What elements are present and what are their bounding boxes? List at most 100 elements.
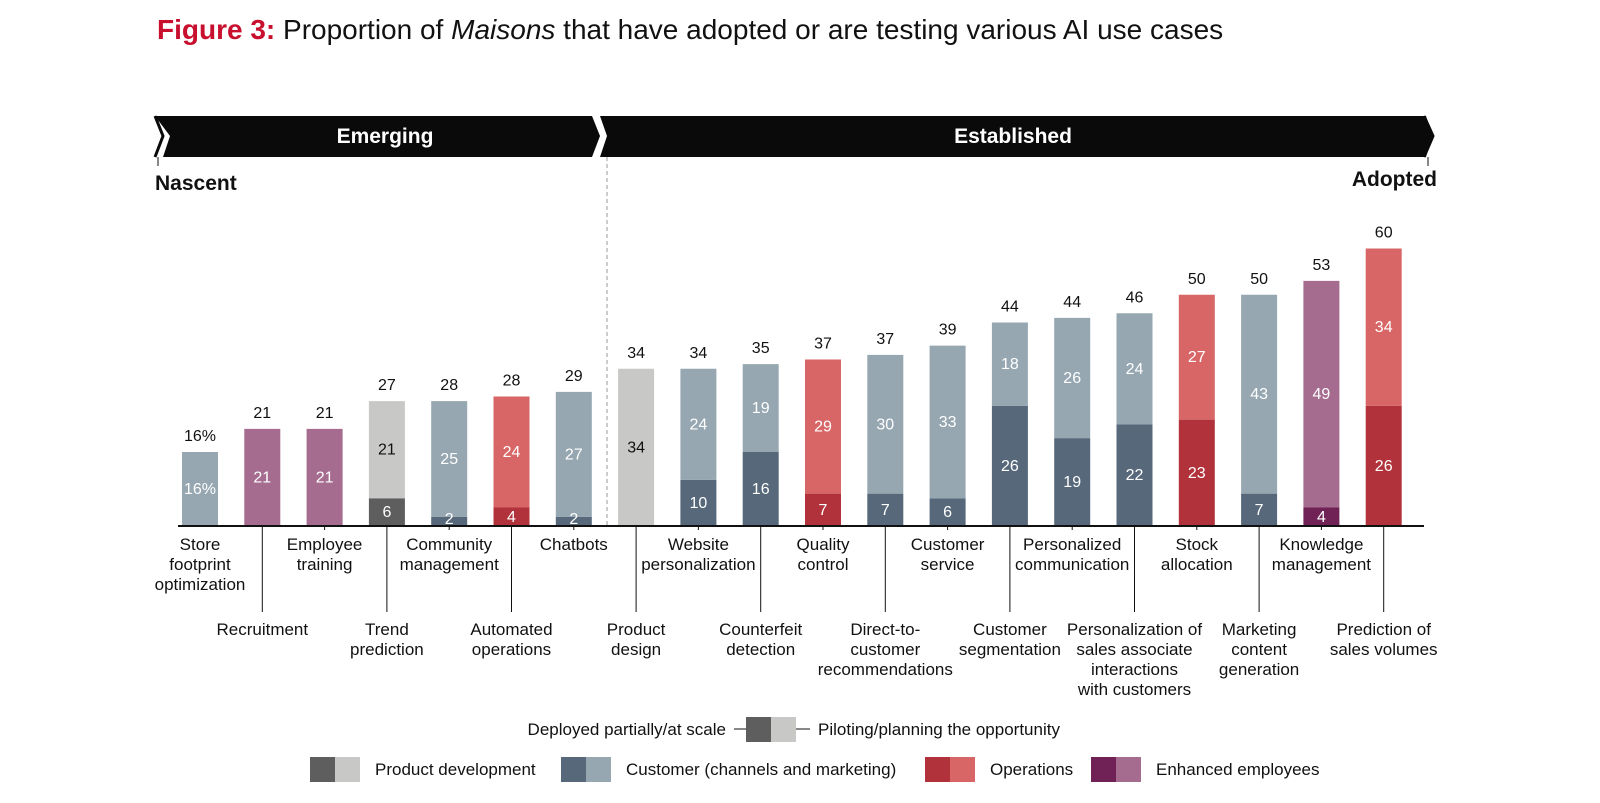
category-label: Personalization of [1067,620,1202,639]
bar-deployed-value: 7 [881,502,890,519]
bar-piloting-value: 24 [690,416,708,433]
bar-piloting [431,401,468,517]
bar-piloting-value: 27 [565,446,583,463]
category-label: Knowledge [1279,535,1363,554]
bar-piloting-value: 18 [1001,356,1019,373]
bar-total-value: 16% [184,428,216,445]
emerging-banner [155,116,600,157]
category-label: design [611,640,661,659]
bar-piloting [680,368,717,480]
bar-deployed [867,493,904,526]
category-label: Recruitment [216,620,308,639]
adopted-label: Adopted [1352,168,1437,191]
category-label: Employee [287,535,363,554]
bar-piloting [742,364,779,452]
chart-title: Figure 3: Proportion of Maisons that hav… [157,14,1223,46]
category-label: content [1231,640,1287,659]
bar-piloting-value: 33 [939,414,957,431]
bar-deployed-value: 10 [690,495,708,512]
category-label: Marketing [1222,620,1297,639]
legend-customer-light-swatch [586,757,611,782]
legend-operations-label: Operations [990,760,1073,779]
title-pre: Proportion of [283,14,452,45]
bar-total-value: 37 [814,336,832,353]
legend-employees-label: Enhanced employees [1156,760,1320,779]
legend-employees-light-swatch [1116,757,1141,782]
category-label: optimization [155,575,246,594]
category-label: allocation [1161,555,1233,574]
bar-total-value: 53 [1313,257,1331,274]
bar-piloting-value: 21 [253,469,271,486]
bar-piloting [618,368,655,526]
category-label: prediction [350,640,424,659]
bar-deployed [555,516,592,526]
bar-total-value: 21 [316,405,334,422]
legend-piloting-swatch [771,717,796,742]
bar-deployed [1054,438,1091,526]
bar-deployed [493,507,530,526]
bar-deployed [805,493,841,526]
bar-piloting-value: 25 [440,451,458,468]
bar-total-value: 50 [1188,271,1206,288]
bar-deployed [991,405,1028,526]
bar-deployed [368,498,405,526]
bar-piloting [368,401,405,499]
legend-customer-dark-swatch [561,757,586,782]
category-label: recommendations [818,660,953,679]
legend-customer-label: Customer (channels and marketing) [626,760,896,779]
bar-deployed [1116,424,1153,526]
bar-deployed [1178,419,1215,526]
bar-deployed-value: 2 [445,511,454,528]
bar-total-value: 34 [627,345,645,362]
bar-piloting [1178,294,1215,420]
category-label: Personalized [1023,535,1121,554]
bar-deployed-value: 23 [1188,465,1206,482]
legend-operations-light-swatch [950,757,975,782]
bar-piloting [1241,294,1278,494]
bar-deployed-value: 22 [1126,467,1144,484]
bar-piloting [929,345,966,499]
category-label: Stock [1176,535,1219,554]
category-label: operations [472,640,551,659]
bar-deployed-value: 4 [1317,509,1326,526]
category-label: service [921,555,975,574]
category-label: Direct-to- [850,620,920,639]
bar-deployed-value: 6 [382,504,391,521]
bar-piloting-value: 27 [1188,349,1206,366]
legend-product-light-swatch [335,757,360,782]
bar-piloting [1054,317,1091,439]
bar-total-value: 39 [939,322,957,339]
established-banner [600,116,1432,157]
bar-total-value: 29 [565,368,583,385]
bar-total-value: 27 [378,377,396,394]
bar-total-value: 37 [876,331,894,348]
bar-total-value: 44 [1063,294,1081,311]
bar-total-value: 44 [1001,299,1019,316]
bar-total-value: 21 [253,405,271,422]
category-label: management [1272,555,1372,574]
bar-piloting [1365,248,1402,406]
bar-piloting [1303,280,1340,508]
bar-piloting [555,391,592,517]
category-label: Prediction of [1336,620,1431,639]
bar-piloting-value: 34 [1375,319,1393,336]
category-label: Product [607,620,666,639]
category-label: Customer [973,620,1047,639]
legend-deployed-swatch [746,717,771,742]
bar-piloting-value: 49 [1313,386,1331,403]
bar-piloting-value: 24 [503,444,521,461]
title-italic: Maisons [451,14,556,45]
bar-piloting [1116,313,1153,425]
category-label: segmentation [959,640,1061,659]
figure-label: Figure 3: [157,14,276,45]
bar-piloting-value: 19 [752,400,770,417]
bar-total-value: 46 [1126,289,1144,306]
bar-deployed-value: 26 [1375,458,1393,475]
bar-piloting [867,354,904,494]
legend-operations-dark-swatch [925,757,950,782]
category-label: Website [668,535,729,554]
category-label: Quality [797,535,850,554]
bar-piloting [805,359,841,494]
category-label: Community [406,535,492,554]
bar-piloting-value: 24 [1126,361,1144,378]
